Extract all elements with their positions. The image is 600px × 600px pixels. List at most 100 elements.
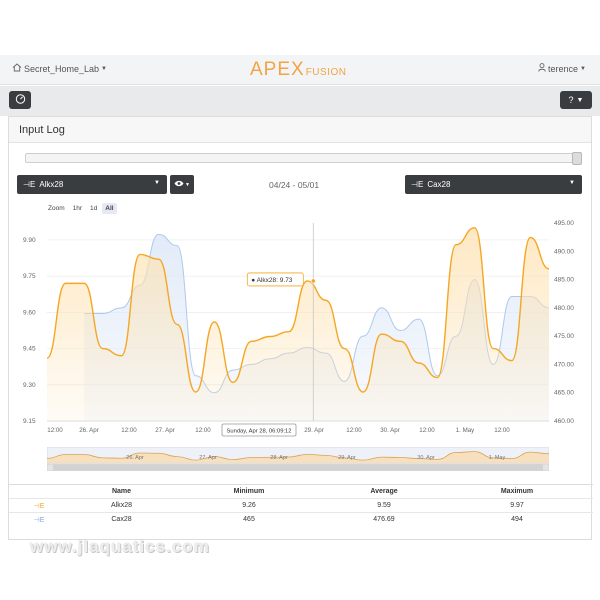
x-tick-label: 26. Apr: [79, 427, 99, 434]
right-series-label: Cax28: [427, 180, 451, 189]
chart-navigator[interactable]: 26. Apr 27. Apr 28. Apr 29. Apr 30. Apr 1. Ma…: [47, 447, 549, 471]
eye-icon: [174, 180, 184, 189]
navigator-label: 28. Apr: [270, 455, 288, 461]
navigator-label: 30. Apr: [417, 455, 435, 461]
row-avg: 9.59: [377, 502, 391, 509]
navigator-label: 27. Apr: [199, 455, 217, 461]
zoom-label: Zoom: [48, 205, 65, 212]
x-tick-label: 12:00: [195, 427, 211, 434]
row-avg: 476.69: [373, 516, 395, 523]
y-left-tick-label: 9.60: [23, 309, 36, 316]
series-icon: ⊣E: [33, 503, 45, 510]
dashboard-button[interactable]: [9, 91, 31, 109]
date-range: 04/24 - 05/01: [269, 180, 320, 190]
y-left-tick-label: 9.45: [23, 346, 36, 353]
hover-point: [310, 278, 316, 284]
x-tick-label: 27. Apr: [155, 427, 175, 434]
y-left-tick-label: 9.90: [23, 237, 36, 244]
alkx28-area: [47, 227, 549, 421]
y-right-tick-label: 485.00: [554, 277, 574, 284]
location-menu[interactable]: Secret_Home_Lab ▼: [12, 63, 107, 74]
alkx28-line: [46, 227, 550, 393]
user-icon: [538, 63, 546, 74]
row-name: Cax28: [111, 516, 132, 523]
crosshair-label-box: [221, 423, 297, 437]
y-left-tick-label: 9.30: [23, 382, 36, 389]
y-right-tick-label: 460.00: [554, 418, 574, 425]
left-series-label: Alkx28: [39, 180, 64, 189]
input-log-panel: Input Log ⊣E Alkx28 ▼ ▼ 04/24 - 05/01 ⊣E…: [8, 116, 593, 540]
chevron-down-icon: ▼: [101, 65, 107, 72]
col-max: Maximum: [500, 488, 534, 495]
x-tick-label: 29. Apr: [304, 427, 324, 434]
top-nav: Secret_Home_Lab ▼ APEX FUSION terence ▼: [0, 55, 600, 85]
y-right-tick-label: 470.00: [554, 361, 574, 368]
series-icon: ⊣E: [23, 180, 36, 189]
chevron-down-icon: ▼: [185, 181, 190, 188]
y-right-tick-label: 475.00: [554, 333, 574, 340]
toolbar: [0, 86, 600, 116]
location-label: Secret_Home_Lab: [24, 63, 100, 74]
x-tick-label: 12:00: [121, 427, 137, 434]
table-header: Name Minimum Average Maximum: [9, 484, 593, 498]
navigator-area: [47, 451, 549, 463]
navigator-line: [47, 451, 549, 461]
navigator-label: 1. May: [489, 455, 506, 461]
row-min: 465: [243, 516, 255, 523]
zoom-1hr[interactable]: 1hr: [72, 205, 83, 212]
y-right-tick-label: 480.00: [554, 305, 574, 312]
chart-tooltip: ● Alkx28: 9.73: [246, 272, 304, 287]
y-right-tick-label: 490.00: [554, 248, 574, 255]
gauge-icon: [15, 91, 26, 109]
home-icon: [12, 63, 22, 74]
x-tick-label: 30. Apr: [380, 427, 400, 434]
chevron-down-icon: ▼: [154, 180, 160, 186]
table-row: ⊣E Cax28 465 476.69 494: [9, 512, 593, 526]
tooltip-box: [246, 272, 304, 287]
stats-table: Name Minimum Average Maximum ⊣E Alkx28 9…: [9, 484, 593, 526]
navigator-label: 26. Apr: [126, 455, 144, 461]
series-icon: ⊣E: [33, 517, 45, 524]
help-menu-button[interactable]: ? ▼: [560, 91, 592, 109]
time-range-slider[interactable]: [25, 152, 582, 165]
input-log-chart[interactable]: 9.15 9.30 9.45 9.60 9.75 9.90 460.00 465.00 470.…: [9, 213, 593, 443]
navigator-scroll-thumb: [53, 464, 543, 471]
col-avg: Average: [370, 488, 398, 495]
zoom-1d[interactable]: 1d: [90, 205, 98, 212]
right-series-select[interactable]: ⊣E Cax28 ▼: [405, 175, 582, 194]
question-icon: ?: [568, 95, 574, 105]
slider-handle[interactable]: [572, 152, 582, 165]
visibility-toggle[interactable]: ▼: [170, 175, 194, 194]
zoom-all[interactable]: All: [102, 203, 117, 214]
panel-title: Input Log: [19, 123, 65, 136]
user-menu[interactable]: terence ▼: [538, 63, 586, 74]
table-row: ⊣E Alkx28 9.26 9.59 9.97: [9, 498, 593, 512]
watermark: www.jlaquatics.com: [30, 537, 210, 556]
logo-main: APEX: [250, 59, 305, 80]
x-tick-label: 12:00: [494, 427, 510, 434]
row-max: 494: [511, 516, 523, 523]
x-tick-label: 12:00: [47, 427, 63, 434]
col-min: Minimum: [233, 488, 265, 495]
tooltip-text: ● Alkx28: 9.73: [251, 277, 293, 284]
x-tick-label: 12:00: [346, 427, 362, 434]
zoom-controls: Zoom 1hr 1d All: [45, 203, 117, 214]
chevron-down-icon: ▼: [580, 65, 586, 72]
navigator-label: 29. Apr: [338, 455, 356, 461]
col-name: Name: [111, 488, 132, 495]
user-label: terence: [548, 63, 579, 74]
chevron-down-icon: ▼: [569, 180, 575, 186]
row-min: 9.26: [242, 502, 256, 509]
cax28-area: [84, 234, 550, 421]
y-left-tick-label: 9.15: [23, 418, 36, 425]
row-name: Alkx28: [110, 502, 132, 509]
y-right-tick-label: 465.00: [554, 390, 574, 397]
x-tick-label: 12:00: [419, 427, 435, 434]
x-tick-label: 1. May: [456, 427, 475, 434]
y-left-tick-label: 9.75: [23, 273, 36, 280]
apex-fusion-logo[interactable]: APEX FUSION: [250, 59, 346, 81]
left-series-select[interactable]: ⊣E Alkx28 ▼: [17, 175, 167, 194]
series-icon: ⊣E: [411, 180, 424, 189]
logo-sub: FUSION: [305, 67, 347, 78]
